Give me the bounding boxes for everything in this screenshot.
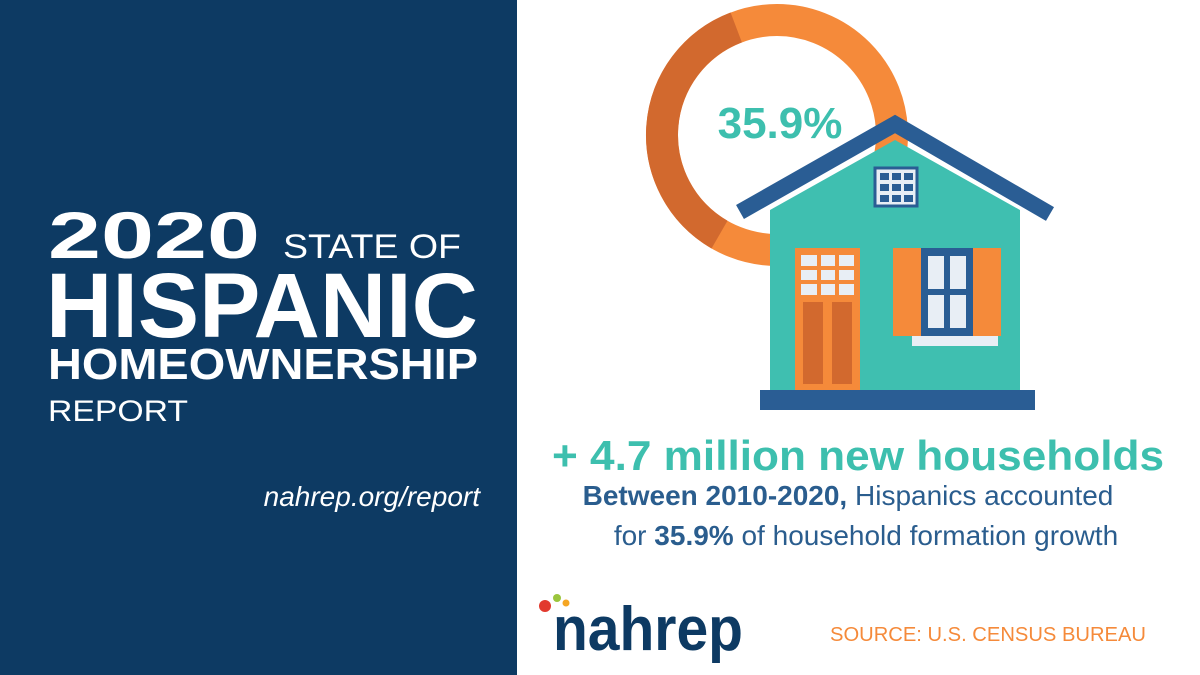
year: 2020 <box>48 198 260 272</box>
house-illustration <box>736 114 1055 410</box>
body-line-2: for 35.9% of household formation growth <box>614 520 1118 551</box>
body-text: Hispanics accounted <box>855 480 1113 511</box>
source: SOURCE: U.S. CENSUS BUREAU <box>830 624 1146 646</box>
body-suffix: of household formation growth <box>741 520 1118 551</box>
body-highlight: 35.9% <box>654 520 733 551</box>
donut-label: 35.9% <box>718 99 843 148</box>
logo: nahrep <box>553 595 743 664</box>
title-report: REPORT <box>48 395 188 428</box>
url: nahrep.org/report <box>264 481 482 512</box>
donut-segment <box>646 12 743 249</box>
headline: + 4.7 million new households <box>552 432 1164 479</box>
logo-dots <box>539 594 570 612</box>
body-lead: Between 2010-2020, <box>583 480 848 511</box>
left-panel <box>0 0 517 675</box>
body-prefix: for <box>614 520 647 551</box>
title-state-of: STATE OF <box>283 228 461 266</box>
title-hispanic: HISPANIC <box>46 255 478 357</box>
title-homeownership: HOMEOWNERSHIP <box>48 340 478 389</box>
body-line-1: Between 2010-2020, Hispanics accounted <box>583 480 1114 511</box>
